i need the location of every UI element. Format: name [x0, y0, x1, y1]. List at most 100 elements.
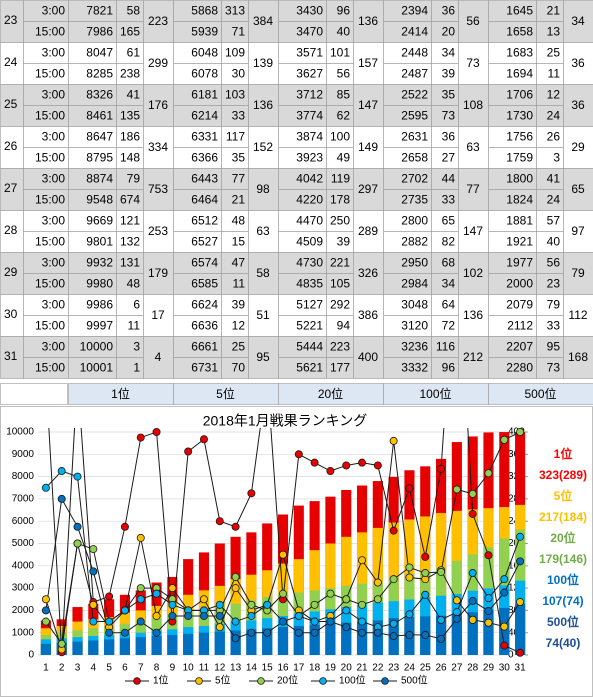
line-marker — [263, 628, 272, 637]
cell-value: 121 — [120, 214, 140, 228]
cell — [563, 84, 593, 127]
gain-value: 36 — [571, 56, 585, 70]
cell-value: 109 — [225, 46, 245, 60]
line-marker — [389, 436, 398, 445]
cell-value: 6661 — [191, 340, 218, 354]
x-tick-label: 13 — [230, 663, 242, 674]
x-tick-label: 5 — [106, 663, 112, 674]
cell-value: 8285 — [86, 67, 113, 81]
line-marker — [421, 590, 430, 599]
cell-value: 6731 — [191, 361, 218, 375]
cell-value: 65 — [442, 214, 456, 228]
day-label: 24 — [4, 55, 18, 69]
cell-value: 8326 — [86, 88, 113, 102]
cell-value: 96 — [442, 361, 456, 375]
cell-value: 2984 — [401, 277, 428, 291]
bar — [515, 604, 526, 655]
line-marker — [468, 615, 477, 624]
legend-label: 1位 — [153, 674, 169, 687]
cell-value: 2595 — [401, 109, 428, 123]
cell — [563, 42, 593, 85]
line-marker — [452, 485, 461, 494]
x-tick-label: 24 — [404, 663, 416, 674]
x-tick-label: 4 — [91, 663, 97, 674]
line-marker — [247, 600, 256, 609]
gain-value: 17 — [151, 308, 165, 322]
cell-value: 131 — [120, 256, 140, 270]
cell-value: 36 — [442, 4, 456, 18]
cell-value: 4835 — [296, 277, 323, 291]
time-label: 15:00 — [35, 193, 65, 207]
cell-value: 35 — [442, 88, 456, 102]
gain-value: 73 — [466, 56, 480, 70]
cell-value: 177 — [330, 361, 350, 375]
gain-value: 223 — [148, 14, 168, 28]
cell — [248, 168, 279, 211]
cell-value: 132 — [120, 235, 140, 249]
cell-value: 2079 — [506, 298, 533, 312]
time-label: 15:00 — [35, 151, 65, 165]
gain-value: 157 — [358, 56, 378, 70]
header-label: 100位 — [419, 386, 451, 401]
line-marker — [199, 611, 208, 620]
cell — [353, 168, 384, 211]
legend-marker — [381, 677, 389, 685]
cell-value: 24 — [547, 193, 561, 207]
cell-value: 56 — [337, 67, 351, 81]
line-marker — [516, 428, 525, 436]
x-tick-label: 14 — [246, 663, 258, 674]
gain-value: 102 — [463, 266, 483, 280]
cell-value: 2735 — [401, 193, 428, 207]
cell — [563, 336, 593, 379]
cell-value: 6181 — [191, 88, 218, 102]
gain-value: 65 — [571, 182, 585, 196]
line-marker — [484, 551, 493, 560]
line-marker — [405, 573, 414, 582]
cell-value: 25 — [547, 46, 561, 60]
cell-value: 2280 — [506, 361, 533, 375]
line-marker — [41, 606, 50, 615]
legend-label: 100位 — [339, 674, 366, 687]
x-tick-label: 22 — [372, 663, 384, 674]
cell-value: 33 — [547, 319, 561, 333]
line-marker — [389, 575, 398, 584]
line-marker — [373, 628, 382, 637]
cell-value: 34 — [442, 277, 456, 291]
line-marker — [89, 617, 98, 626]
line-marker — [405, 563, 414, 572]
cell-value: 20 — [442, 25, 456, 39]
gain-value: 34 — [571, 14, 585, 28]
cell-value: 2950 — [401, 256, 428, 270]
line-marker — [405, 484, 414, 493]
line-marker — [136, 617, 145, 626]
cell-value: 57 — [547, 214, 561, 228]
cell-value: 178 — [330, 193, 350, 207]
line-marker — [152, 589, 161, 598]
gain-value: 77 — [466, 182, 480, 196]
line-marker — [342, 606, 351, 615]
cell-value: 3 — [553, 151, 560, 165]
line-marker — [41, 483, 50, 492]
cell-value: 11 — [548, 67, 561, 81]
line-marker — [342, 461, 351, 470]
line-marker — [468, 509, 477, 518]
cell — [143, 336, 174, 379]
cell — [458, 336, 489, 379]
time-label: 15:00 — [35, 25, 65, 39]
cell-value: 3120 — [401, 319, 428, 333]
y-tick-label: 4000 — [12, 560, 35, 571]
line-marker — [373, 578, 382, 587]
cell-value: 1824 — [506, 193, 533, 207]
rank-value: 179(146) — [539, 552, 587, 566]
cell-value: 148 — [120, 151, 140, 165]
line-marker — [500, 588, 509, 597]
bar — [72, 641, 83, 655]
line-marker — [184, 611, 193, 620]
cell-value: 165 — [120, 25, 140, 39]
cell-value: 3571 — [296, 46, 323, 60]
day-label: 31 — [4, 349, 18, 363]
rank-label: 100位 — [547, 572, 579, 587]
line-marker — [326, 589, 335, 598]
line-marker — [389, 526, 398, 535]
line-marker — [105, 617, 114, 626]
